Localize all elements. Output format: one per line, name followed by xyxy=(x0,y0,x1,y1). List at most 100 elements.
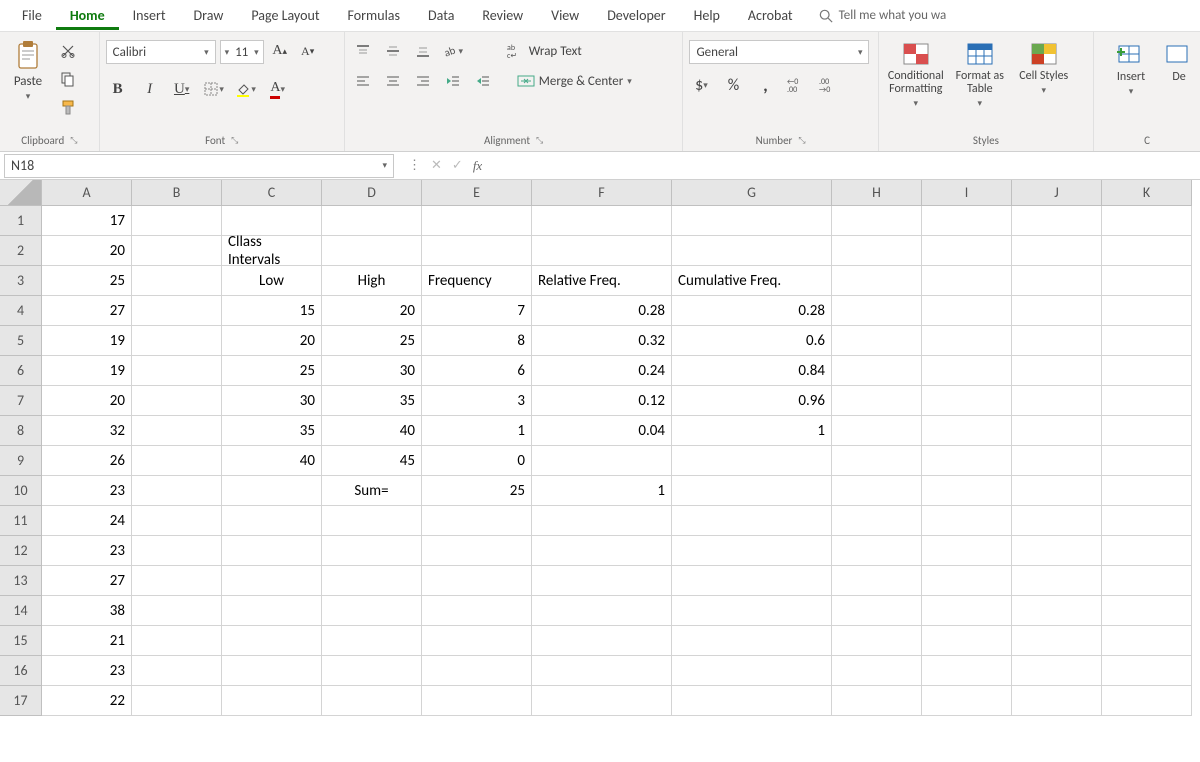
cell[interactable] xyxy=(322,626,422,656)
cell[interactable] xyxy=(832,206,922,236)
cell[interactable] xyxy=(832,536,922,566)
cell[interactable] xyxy=(532,686,672,716)
font-color-button[interactable]: A▾ xyxy=(266,78,290,100)
insert-cells-button[interactable]: Insert▾ xyxy=(1100,40,1162,97)
align-bottom-button[interactable] xyxy=(411,40,435,62)
cell[interactable]: 0.28 xyxy=(532,296,672,326)
cell[interactable]: 0 xyxy=(422,446,532,476)
align-left-button[interactable] xyxy=(351,70,375,92)
cell[interactable]: Sum= xyxy=(322,476,422,506)
cell[interactable]: 45 xyxy=(322,446,422,476)
tab-view[interactable]: View xyxy=(537,1,593,30)
cell[interactable] xyxy=(422,626,532,656)
cell[interactable] xyxy=(132,686,222,716)
cell[interactable]: 20 xyxy=(322,296,422,326)
cell[interactable] xyxy=(1012,566,1102,596)
cell[interactable] xyxy=(1012,266,1102,296)
cell[interactable] xyxy=(532,566,672,596)
cell[interactable]: 1 xyxy=(672,416,832,446)
cell[interactable]: 40 xyxy=(222,446,322,476)
cell[interactable]: 1 xyxy=(422,416,532,446)
cell[interactable] xyxy=(922,626,1012,656)
cell-styles-button[interactable]: Cell Styles▾ xyxy=(1013,40,1075,96)
row-header[interactable]: 15 xyxy=(0,626,42,656)
cell[interactable]: 30 xyxy=(222,386,322,416)
cell[interactable] xyxy=(422,206,532,236)
cell[interactable]: 35 xyxy=(322,386,422,416)
cell[interactable] xyxy=(832,626,922,656)
cell[interactable]: 20 xyxy=(42,236,132,266)
merge-center-button[interactable]: Merge & Center ▾ xyxy=(517,70,632,92)
cell[interactable] xyxy=(1012,626,1102,656)
cell[interactable] xyxy=(132,236,222,266)
tab-acrobat[interactable]: Acrobat xyxy=(734,1,807,30)
cell[interactable] xyxy=(832,476,922,506)
cell[interactable] xyxy=(132,356,222,386)
cell[interactable] xyxy=(922,446,1012,476)
cell[interactable] xyxy=(422,596,532,626)
cell[interactable] xyxy=(132,296,222,326)
options-icon[interactable]: ⋮ xyxy=(408,158,421,173)
cell[interactable] xyxy=(832,506,922,536)
format-as-table-button[interactable]: Format as Table▾ xyxy=(949,40,1011,109)
cell[interactable] xyxy=(832,566,922,596)
cell[interactable] xyxy=(1102,536,1192,566)
tab-developer[interactable]: Developer xyxy=(593,1,679,30)
cell[interactable] xyxy=(672,446,832,476)
borders-button[interactable]: ▾ xyxy=(202,78,226,100)
cell[interactable] xyxy=(1012,236,1102,266)
column-header[interactable]: A xyxy=(42,180,132,206)
cell[interactable] xyxy=(1012,596,1102,626)
row-header[interactable]: 3 xyxy=(0,266,42,296)
cell[interactable] xyxy=(1102,446,1192,476)
cell[interactable] xyxy=(322,506,422,536)
cell[interactable]: 6 xyxy=(422,356,532,386)
cell[interactable] xyxy=(322,236,422,266)
cell[interactable]: 22 xyxy=(42,686,132,716)
cell[interactable] xyxy=(132,446,222,476)
format-painter-button[interactable] xyxy=(56,96,80,118)
tell-me-search[interactable]: Tell me what you wa xyxy=(807,7,957,25)
font-name-select[interactable]: Calibri▾ xyxy=(106,40,216,64)
cell[interactable] xyxy=(672,536,832,566)
cell[interactable] xyxy=(132,326,222,356)
cell[interactable]: 19 xyxy=(42,326,132,356)
cell[interactable] xyxy=(1012,386,1102,416)
cell[interactable] xyxy=(322,566,422,596)
formula-input[interactable] xyxy=(492,154,1200,178)
cell[interactable] xyxy=(532,626,672,656)
cell[interactable] xyxy=(222,506,322,536)
cell[interactable]: 17 xyxy=(42,206,132,236)
orientation-button[interactable]: ab▾ xyxy=(441,40,465,62)
cell[interactable]: 15 xyxy=(222,296,322,326)
spreadsheet-grid[interactable]: ABCDEFGHIJK117220Cllass Intervals325LowH… xyxy=(0,180,1200,716)
cell[interactable] xyxy=(672,686,832,716)
column-header[interactable]: B xyxy=(132,180,222,206)
cell[interactable] xyxy=(832,596,922,626)
select-all-corner[interactable] xyxy=(0,180,42,206)
cell[interactable]: 0.96 xyxy=(672,386,832,416)
tab-data[interactable]: Data xyxy=(414,1,468,30)
cell[interactable] xyxy=(1012,446,1102,476)
row-header[interactable]: 16 xyxy=(0,656,42,686)
cell[interactable] xyxy=(922,476,1012,506)
cell[interactable] xyxy=(922,656,1012,686)
cell[interactable]: 25 xyxy=(42,266,132,296)
number-format-select[interactable]: General▾ xyxy=(689,40,869,64)
cell[interactable]: 26 xyxy=(42,446,132,476)
cell[interactable]: 7 xyxy=(422,296,532,326)
name-box[interactable]: N18▾ xyxy=(4,154,394,178)
cell[interactable]: 0.84 xyxy=(672,356,832,386)
column-header[interactable]: D xyxy=(322,180,422,206)
cell[interactable]: 40 xyxy=(322,416,422,446)
align-middle-button[interactable] xyxy=(381,40,405,62)
dialog-launcher-icon[interactable]: ⤡ xyxy=(536,135,543,146)
cell[interactable]: 20 xyxy=(42,386,132,416)
row-header[interactable]: 1 xyxy=(0,206,42,236)
cell[interactable] xyxy=(832,236,922,266)
cell[interactable] xyxy=(1012,326,1102,356)
cell[interactable] xyxy=(832,686,922,716)
row-header[interactable]: 10 xyxy=(0,476,42,506)
cell[interactable] xyxy=(1102,206,1192,236)
cell[interactable]: 27 xyxy=(42,566,132,596)
